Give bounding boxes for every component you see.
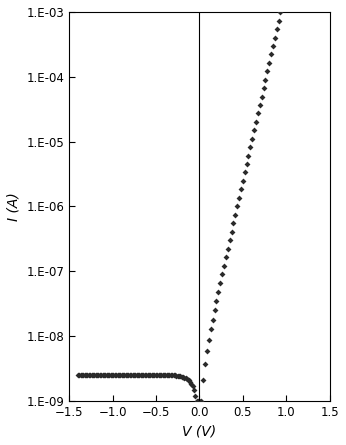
X-axis label: V (V): V (V) bbox=[182, 424, 217, 438]
Y-axis label: I (A): I (A) bbox=[7, 192, 21, 221]
